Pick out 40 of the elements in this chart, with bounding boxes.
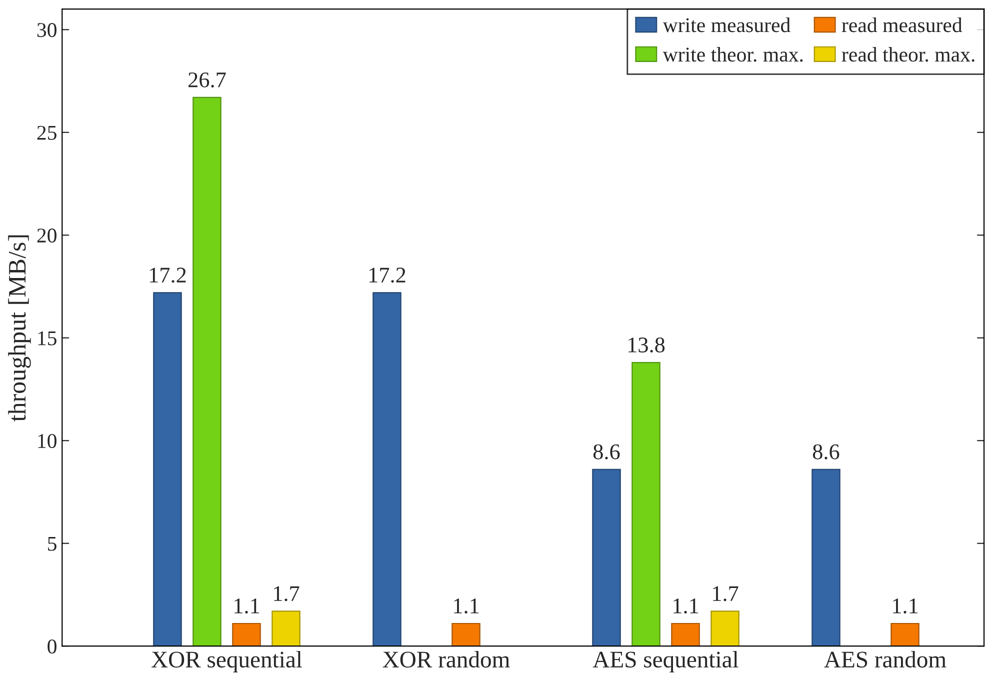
- bar: [452, 622, 480, 646]
- y-tick-label: 10: [38, 434, 56, 448]
- y-tick-label: 5: [48, 536, 56, 551]
- data-label: 17.2: [150, 268, 186, 283]
- bar: [710, 610, 740, 646]
- data-label: 8.6: [812, 444, 840, 460]
- bar: [153, 292, 182, 646]
- y-tick-label: 30: [37, 23, 56, 38]
- bar: [192, 96, 222, 646]
- bar: [671, 622, 700, 646]
- data-label: 1.7: [713, 586, 738, 602]
- data-label: 1.1: [454, 598, 479, 614]
- x-tick-label: AES sequential: [592, 650, 738, 672]
- bar: [272, 610, 300, 646]
- bar: [890, 622, 920, 646]
- x-tick-label: XOR sequential: [152, 650, 302, 672]
- bar: [592, 468, 621, 646]
- y-tick-label: 0: [48, 639, 56, 654]
- data-label: 1.1: [674, 598, 698, 614]
- y-tick-label: 20: [37, 228, 56, 243]
- legend-label: write theor. max.: [662, 46, 803, 62]
- data-label: 1.1: [893, 598, 918, 614]
- y-tick-label: 15: [38, 331, 56, 346]
- bar: [232, 622, 261, 646]
- bar: [372, 292, 402, 646]
- legend-label: write measured: [662, 18, 790, 32]
- bar: [812, 468, 840, 646]
- x-tick-label: AES random: [824, 650, 946, 668]
- y-axis-title: throughput [MB/s]: [8, 235, 31, 422]
- legend-label: read theor. max.: [842, 46, 974, 62]
- data-label: 1.7: [274, 586, 300, 602]
- data-label: 1.1: [234, 598, 260, 614]
- x-tick-label: XOR random: [382, 650, 510, 668]
- data-label: 17.2: [369, 268, 406, 283]
- legend-label: read measured: [842, 18, 962, 32]
- bar: [632, 362, 660, 646]
- y-tick-label: 25: [37, 126, 56, 140]
- data-label: 8.6: [593, 444, 620, 460]
- data-label: 13.8: [628, 337, 665, 353]
- data-label: 26.7: [188, 72, 226, 88]
